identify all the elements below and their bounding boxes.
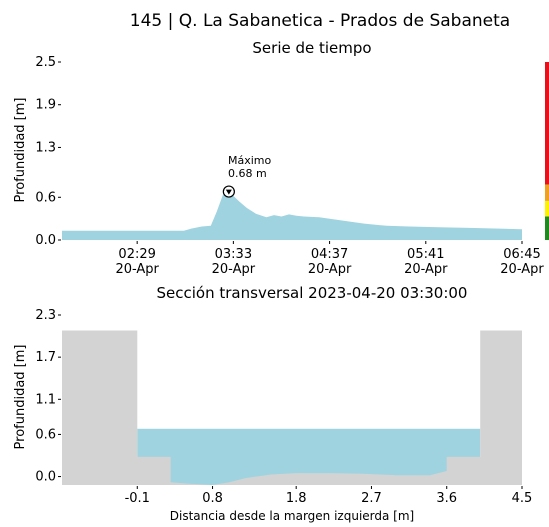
x-tick-time: 03:33 (215, 247, 252, 262)
x-tick-label: 0.8 (202, 491, 223, 506)
x-tick-label: 3.6 (436, 491, 457, 506)
x-tick-time: 06:45 (503, 247, 540, 262)
y-tick-label: 1.3 (35, 140, 56, 155)
maximum-label: Máximo (228, 154, 272, 167)
y-tick-label: 2.5 (35, 55, 56, 70)
alert-level-segment (545, 184, 549, 201)
x-tick-date: 20-Apr (500, 262, 544, 277)
maximum-marker-arrow (225, 189, 232, 195)
x-tick-label: 4.5 (512, 491, 533, 506)
time-series-title: Serie de tiempo (252, 39, 371, 57)
y-tick-label: 0.0 (35, 470, 56, 485)
cross-section-y-ticks: 0.0 0.6 1.1 1.7 2.3 (35, 308, 61, 485)
channel-ground-profile (62, 330, 522, 485)
time-series-y-axis-label: Profundidad [m] (13, 98, 28, 203)
y-tick-label: 0.6 (35, 190, 56, 205)
y-tick-label: 0.6 (35, 427, 56, 442)
alert-level-segment (545, 200, 549, 217)
x-tick-label: -0.1 (125, 491, 150, 506)
alert-level-segment (545, 62, 549, 185)
time-series-panel: Serie de tiempo 0.00.61.31.92.5 02:2920-… (13, 39, 549, 277)
x-tick-time: 04:37 (311, 247, 348, 262)
x-tick-date: 20-Apr (404, 262, 448, 277)
y-tick-label: 1.7 (35, 350, 56, 365)
cross-section-title: Sección transversal 2023-04-20 03:30:00 (157, 284, 468, 302)
alert-level-segment (545, 216, 549, 240)
cross-section-x-axis-label: Distancia desde la margen izquierda [m] (170, 509, 414, 523)
y-tick-label: 2.3 (35, 308, 56, 323)
x-tick-date: 20-Apr (308, 262, 352, 277)
x-tick-time: 02:29 (118, 247, 155, 262)
cross-section-x-ticks: -0.1 0.8 1.8 2.7 3.6 4.5 (125, 486, 533, 506)
y-tick-label: 1.1 (35, 392, 56, 407)
cross-section-area (62, 330, 522, 485)
cross-section-panel: Sección transversal 2023-04-20 03:30:00 … (13, 284, 532, 523)
time-series-area (62, 191, 522, 240)
time-series-y-ticks: 0.0 0.6 1.3 1.9 2.5 (35, 55, 61, 248)
maximum-value: 0.68 m (228, 167, 267, 180)
x-tick-label: 2.7 (361, 491, 382, 506)
x-tick-date: 20-Apr (115, 262, 159, 277)
maximum-annotation: Máximo 0.68 m (222, 154, 272, 198)
depth-series-area (62, 191, 522, 240)
x-tick-label: 1.8 (286, 491, 307, 506)
figure-title: 145 | Q. La Sabanetica - Prados de Saban… (130, 11, 510, 31)
y-tick-label: 0.0 (35, 233, 56, 248)
y-tick-label: 1.9 (35, 98, 56, 113)
alert-level-bar (545, 62, 549, 240)
time-series-x-ticks: 02:2920-Apr03:3320-Apr04:3720-Apr05:4120… (115, 241, 544, 277)
cross-section-y-axis-label: Profundidad [m] (13, 345, 28, 450)
x-tick-date: 20-Apr (212, 262, 256, 277)
x-tick-time: 05:41 (407, 247, 444, 262)
